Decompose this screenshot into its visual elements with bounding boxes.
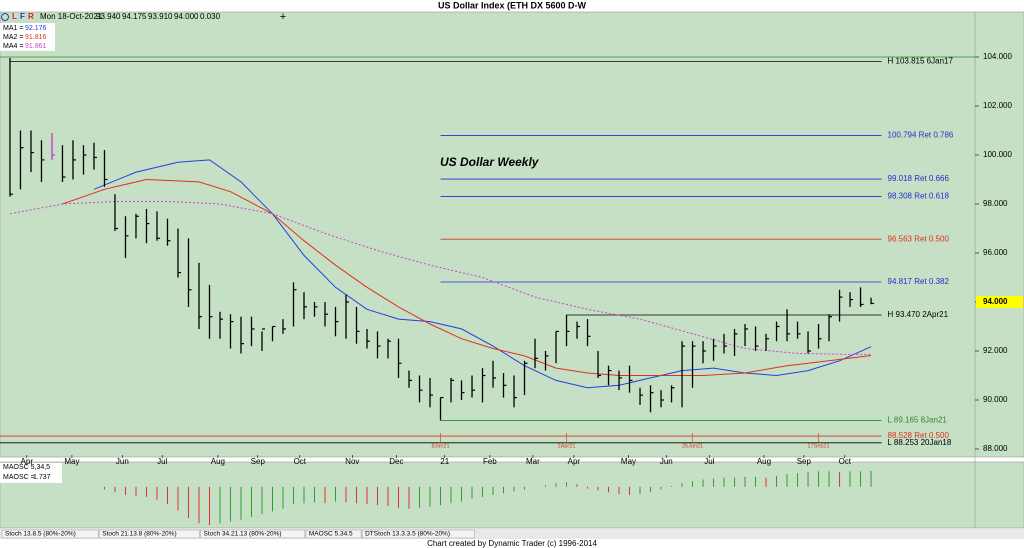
- tab-label[interactable]: Stoch 21.13.8 (80%-20%): [102, 531, 176, 538]
- y-tick-label: 92.000: [983, 346, 1008, 355]
- tab-bar: [0, 529, 1024, 539]
- date-marker-label: 2Apr21: [558, 443, 576, 449]
- level-label: H 103.815 6Jan17: [888, 57, 954, 66]
- add-button[interactable]: +: [280, 11, 286, 23]
- x-tick-label: Feb: [483, 457, 497, 466]
- tab-label[interactable]: Stoch 34.21.13 (80%-20%): [204, 531, 282, 538]
- tab[interactable]: [1, 529, 99, 539]
- y-tick-label: 96.000: [983, 248, 1008, 257]
- x-tick-label: Nov: [345, 457, 359, 466]
- ma-legend-value: 92.176: [25, 25, 47, 32]
- ma-legend-box: [0, 23, 55, 51]
- x-tick-label: Mar: [526, 457, 540, 466]
- date-marker-label: 25Jun21: [682, 443, 703, 449]
- osc-title: MAOSC 5,34,5: [3, 464, 50, 471]
- oscillator-panel: [0, 461, 1024, 529]
- ma-legend-value: 91.816: [25, 34, 47, 41]
- osc-readout-label: MAOSC =: [3, 474, 35, 481]
- ma-legend-value: 91.861: [25, 43, 47, 50]
- level-label: L 89.165 8Jan21: [888, 416, 948, 425]
- x-tick-label: Oct: [294, 457, 307, 466]
- tab-label[interactable]: Stoch 13.8.5 (80%-20%): [5, 531, 76, 538]
- moving-average: [9, 201, 871, 355]
- y-tick-label: 98.000: [983, 199, 1008, 208]
- osc-readout: 1.737: [33, 474, 51, 481]
- quote-field: 93.940: [96, 12, 121, 21]
- annotation: US Dollar Weekly: [440, 155, 540, 169]
- level-label: 100.794 Ret 0.786: [888, 131, 954, 140]
- y-tick-label: 88.000: [983, 444, 1008, 453]
- price-tag: [976, 295, 1023, 308]
- x-tick-label: May: [64, 457, 79, 466]
- y-tick-label: 102.000: [983, 101, 1012, 110]
- level-label: 88.528 Ret 0.500: [888, 431, 950, 440]
- x-tick-label: Jul: [157, 457, 167, 466]
- level-label: 94.817 Ret 0.382: [888, 277, 950, 286]
- x-tick-label: Oct: [839, 457, 852, 466]
- y-tick-label: 90.000: [983, 395, 1008, 404]
- tab-label[interactable]: MAOSC 5.34.5: [309, 531, 353, 538]
- level-label: 98.308 Ret 0.618: [888, 192, 950, 201]
- level-label: H 93.470 2Apr21: [888, 310, 949, 319]
- ma-legend-name: MA1 =: [3, 25, 23, 32]
- y-tick-label: 104.000: [983, 52, 1012, 61]
- x-tick-label: 21: [440, 457, 449, 466]
- x-tick-label: Dec: [389, 457, 403, 466]
- level-label: L 88.253 20Jan18: [888, 438, 952, 447]
- x-tick-label: Apr: [21, 457, 34, 466]
- x-tick-label: Aug: [211, 457, 225, 466]
- tab[interactable]: [305, 529, 362, 539]
- x-tick-label: Jun: [660, 457, 673, 466]
- chart-title: US Dollar Index (ETH DX 5600 D-W: [438, 0, 587, 10]
- info-icon[interactable]: [1, 13, 9, 21]
- x-tick-label: Sep: [251, 457, 266, 466]
- x-tick-label: May: [621, 457, 636, 466]
- osc-legend-box: [0, 463, 62, 483]
- x-tick-label: Aug: [757, 457, 771, 466]
- icon-l[interactable]: L: [12, 12, 17, 21]
- x-tick-label: Sep: [797, 457, 812, 466]
- x-tick-label: Jun: [116, 457, 129, 466]
- date-marker-label: 8Jan21: [431, 443, 449, 449]
- price-tag-label: 94.000: [983, 297, 1008, 306]
- icon-f[interactable]: F: [20, 12, 25, 21]
- quote-field: 94.000: [174, 12, 199, 21]
- icon-r[interactable]: R: [28, 12, 34, 21]
- tab-label[interactable]: DTStoch 13.3.3.5 (80%-20%): [365, 531, 450, 538]
- footer: Chart created by Dynamic Trader (c) 1996…: [427, 539, 597, 548]
- quote-field: 0.030: [200, 12, 221, 21]
- price-panel: [0, 11, 1024, 458]
- date-marker-label: 17Sep21: [808, 443, 830, 449]
- ma-legend-name: MA2 =: [3, 34, 23, 41]
- tab[interactable]: [98, 529, 200, 539]
- x-tick-label: Jul: [704, 457, 714, 466]
- ma-legend-name: MA4 =: [3, 43, 23, 50]
- tab[interactable]: [200, 529, 306, 539]
- moving-average: [62, 178, 872, 376]
- level-label: 99.018 Ret 0.666: [888, 174, 950, 183]
- level-label: 96.563 Ret 0.500: [888, 234, 950, 243]
- quote-field: Mon 18-Oct-2021: [40, 12, 103, 21]
- quote-field: 93.910: [148, 12, 173, 21]
- x-tick-label: Apr: [568, 457, 581, 466]
- y-tick-label: 100.000: [983, 150, 1012, 159]
- quote-field: 94.175: [122, 12, 147, 21]
- tab[interactable]: [361, 529, 475, 539]
